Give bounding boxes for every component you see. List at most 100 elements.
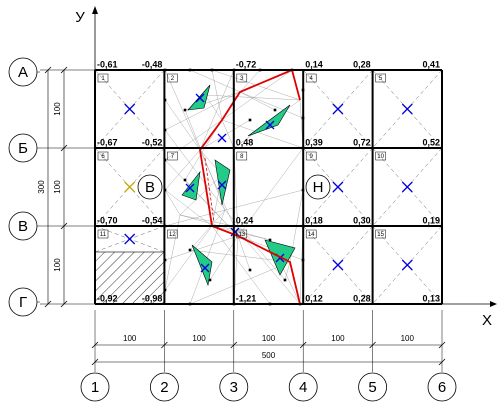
mesh-line bbox=[189, 261, 291, 305]
level: 0,24 bbox=[236, 215, 254, 225]
cell-tag bbox=[97, 73, 109, 83]
zone-circle bbox=[305, 174, 331, 200]
mesh-line bbox=[204, 94, 223, 121]
dimension-text: 100 bbox=[331, 334, 345, 343]
row-axis: А bbox=[18, 64, 28, 81]
cell-number: 14 bbox=[308, 232, 315, 238]
mesh-line bbox=[179, 214, 271, 241]
mesh-line bbox=[179, 174, 223, 216]
mesh-line bbox=[237, 235, 251, 271]
dim-tick bbox=[44, 66, 52, 74]
dimension-text: 100 bbox=[192, 334, 206, 343]
mesh-node bbox=[268, 238, 272, 242]
axis-bubble bbox=[288, 372, 318, 402]
centre-mark bbox=[265, 120, 275, 130]
cell-number: 8 bbox=[240, 154, 244, 160]
centre-mark bbox=[401, 181, 413, 193]
dim-tick bbox=[299, 341, 307, 349]
cell-number: 12 bbox=[169, 232, 176, 238]
level: -0,67 bbox=[97, 137, 118, 147]
arrow bbox=[92, 6, 98, 14]
mesh-line bbox=[221, 119, 304, 149]
level: 0,13 bbox=[422, 293, 440, 303]
dim-tick bbox=[60, 144, 68, 152]
level: 0,14 bbox=[305, 59, 323, 69]
cell-tag bbox=[375, 229, 386, 239]
zone-letter: Н bbox=[313, 179, 324, 196]
mesh-node bbox=[248, 118, 252, 122]
centre-mark bbox=[200, 263, 210, 273]
column-axis: 4 bbox=[299, 379, 307, 396]
cell-number: 4 bbox=[310, 76, 314, 82]
centre-mark bbox=[332, 181, 344, 193]
centre-mark bbox=[401, 103, 413, 115]
level: 0,41 bbox=[422, 59, 440, 69]
centre-mark bbox=[332, 259, 344, 271]
level: 0,52 bbox=[422, 137, 440, 147]
mesh-line bbox=[164, 99, 201, 151]
dimension-text: 100 bbox=[123, 334, 137, 343]
y-axis-label: У bbox=[75, 9, 85, 26]
level: -0,98 bbox=[142, 293, 163, 303]
mesh-line bbox=[189, 69, 241, 93]
cell-tag bbox=[236, 73, 248, 83]
column-axis: 5 bbox=[368, 379, 376, 396]
level: -0,72 bbox=[236, 59, 257, 69]
mesh-line bbox=[239, 91, 276, 111]
mesh-line bbox=[164, 189, 181, 216]
dim-tick bbox=[230, 341, 238, 349]
level: 0,12 bbox=[305, 293, 323, 303]
centre-mark bbox=[124, 233, 136, 245]
dimension-text: 100 bbox=[401, 334, 415, 343]
level: -0,52 bbox=[142, 137, 163, 147]
dimension-text: 100 bbox=[53, 258, 62, 272]
cell-tag bbox=[97, 229, 109, 239]
mesh-line bbox=[211, 69, 223, 121]
dim-tick bbox=[44, 300, 52, 308]
mesh-line bbox=[284, 261, 291, 281]
hatch-area bbox=[94, 251, 165, 305]
cell-number: 13 bbox=[238, 232, 245, 238]
dimension-text: 100 bbox=[53, 180, 62, 194]
cell-number: 2 bbox=[171, 76, 175, 82]
mesh-line bbox=[211, 225, 271, 305]
boundary-dash bbox=[204, 157, 215, 223]
level: -0,61 bbox=[97, 59, 118, 69]
dimension-text: 100 bbox=[53, 102, 62, 116]
level: 0,39 bbox=[305, 137, 323, 147]
mesh-line bbox=[164, 149, 201, 191]
dimension-text: 100 bbox=[262, 334, 276, 343]
dim-tick bbox=[60, 222, 68, 230]
boundary-line bbox=[199, 69, 301, 305]
centre-mark bbox=[217, 180, 227, 190]
axis-bubble bbox=[80, 372, 110, 402]
level: -0,70 bbox=[97, 215, 118, 225]
level: -0,92 bbox=[97, 293, 118, 303]
cell-number: 10 bbox=[377, 154, 384, 160]
dimension-text: 300 bbox=[37, 180, 46, 194]
axis-bubble bbox=[427, 372, 457, 402]
cell-number: 6 bbox=[101, 154, 105, 160]
mesh-node bbox=[183, 178, 187, 182]
zone-letter: В bbox=[145, 179, 155, 196]
mesh-line bbox=[164, 235, 239, 261]
cell-tag bbox=[97, 151, 109, 161]
dim-tick bbox=[161, 341, 168, 349]
cell-tag bbox=[167, 151, 178, 161]
centre-mark bbox=[124, 103, 136, 115]
mesh-node bbox=[283, 278, 287, 282]
cell-tag bbox=[305, 229, 317, 239]
mesh-line bbox=[164, 214, 181, 291]
cell-tag bbox=[375, 151, 386, 161]
dim-tick bbox=[60, 66, 68, 74]
level: -0,48 bbox=[142, 59, 163, 69]
boundary-line bbox=[291, 69, 301, 101]
mesh-line bbox=[199, 69, 235, 151]
cell-tag bbox=[375, 73, 386, 83]
dim-tick bbox=[91, 341, 99, 349]
axis-bubble bbox=[8, 287, 38, 317]
centre-mark bbox=[332, 103, 344, 115]
element bbox=[247, 104, 291, 137]
mesh-line bbox=[221, 119, 235, 149]
